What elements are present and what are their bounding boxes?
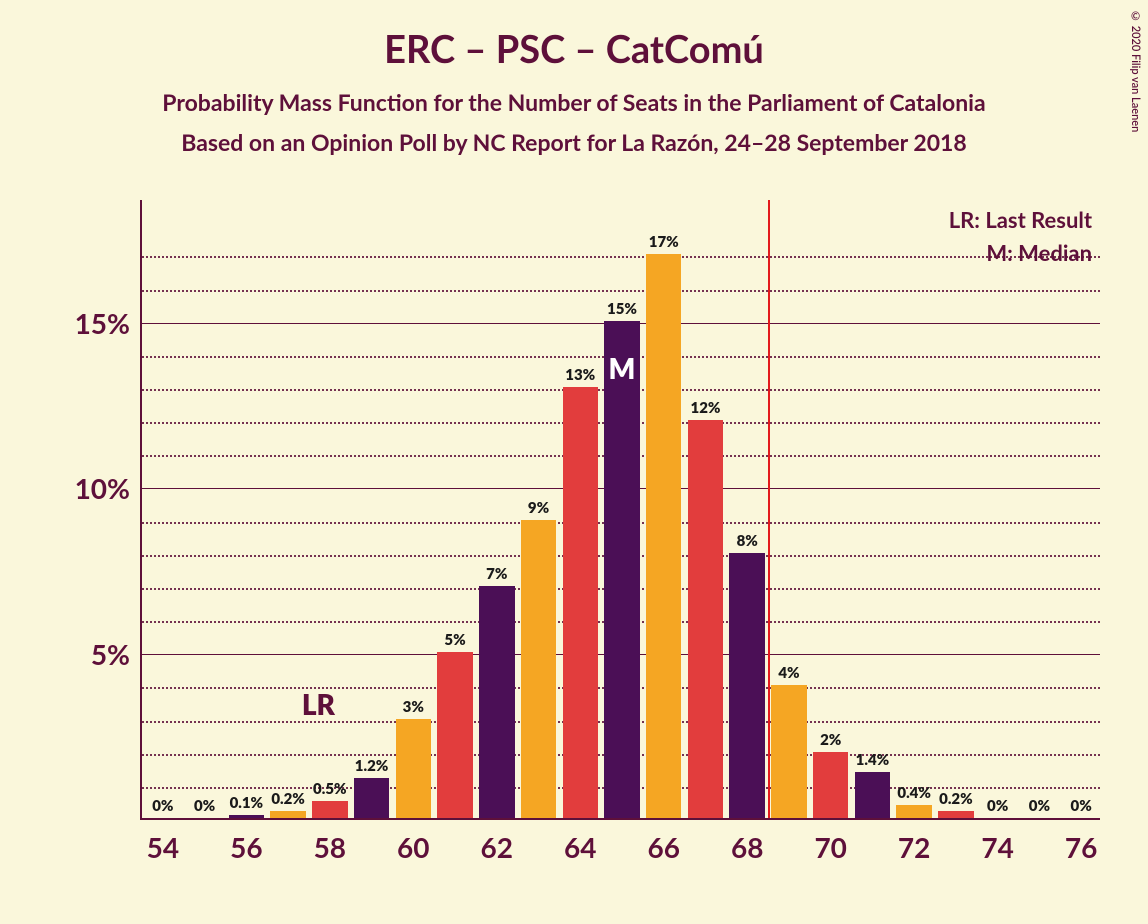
bar-value-label: 0%	[152, 797, 173, 818]
bar-value-label: 0.5%	[313, 780, 347, 801]
bar-value-label: 0%	[1071, 797, 1092, 818]
gridline-minor	[142, 290, 1100, 292]
bar-value-label: 15%	[607, 300, 637, 321]
bar-value-label: 9%	[528, 499, 549, 520]
bar: 4%	[771, 685, 806, 818]
bar: 0.5%	[312, 801, 347, 818]
bar-value-label: 0.4%	[897, 784, 931, 805]
plot-area: 5%10%15%0%0%0.1%0.2%0.5%1.2%3%5%7%9%13%1…	[140, 200, 1100, 820]
xtick-label: 66	[647, 818, 679, 864]
last-result-annotation: LR	[302, 687, 335, 721]
xtick-label: 64	[564, 818, 596, 864]
bar: 5%	[437, 652, 472, 818]
bar: 1.4%	[855, 772, 890, 818]
xtick-label: 54	[147, 818, 179, 864]
bar-value-label: 4%	[778, 664, 799, 685]
bar-value-label: 0.2%	[271, 790, 305, 811]
bar: 9%	[521, 520, 556, 818]
ytick-label: 5%	[91, 637, 142, 671]
bar-value-label: 0%	[1029, 797, 1050, 818]
bar-value-label: 2%	[820, 731, 841, 752]
xtick-label: 56	[230, 818, 262, 864]
bar: 3%	[396, 719, 431, 818]
bar: 12%	[688, 420, 723, 818]
xtick-label: 68	[731, 818, 763, 864]
bar-value-label: 3%	[403, 698, 424, 719]
majority-threshold-line	[768, 200, 770, 818]
bar: 1.2%	[354, 778, 389, 818]
legend: LR: Last Result M: Median	[949, 206, 1092, 272]
bar-value-label: 5%	[444, 631, 465, 652]
ytick-label: 10%	[75, 471, 142, 505]
xtick-label: 60	[397, 818, 429, 864]
bar-value-label: 13%	[565, 366, 595, 387]
xtick-label: 74	[981, 818, 1013, 864]
ytick-label: 15%	[75, 306, 142, 340]
bar: 2%	[813, 752, 848, 818]
copyright-text: © 2020 Filip van Laenen	[1129, 10, 1142, 132]
bar-value-label: 7%	[486, 565, 507, 586]
chart-subtitle-1: Probability Mass Function for the Number…	[0, 88, 1148, 116]
bar-value-label: 17%	[649, 233, 679, 254]
bar: 17%	[646, 254, 681, 818]
bar: 0.4%	[896, 805, 931, 818]
xtick-label: 58	[314, 818, 346, 864]
chart-subtitle-2: Based on an Opinion Poll by NC Report fo…	[0, 128, 1148, 156]
legend-item-median: M: Median	[949, 239, 1092, 266]
bar: 0.2%	[270, 811, 305, 818]
bar-value-label: 1.4%	[856, 751, 890, 772]
xtick-label: 70	[814, 818, 846, 864]
chart-area: 5%10%15%0%0%0.1%0.2%0.5%1.2%3%5%7%9%13%1…	[140, 200, 1100, 820]
bar-value-label: 8%	[737, 532, 758, 553]
bar-value-label: 0.1%	[230, 794, 264, 815]
bar: 0.2%	[938, 811, 973, 818]
bar: 13%	[563, 387, 598, 818]
bar-value-label: 0%	[194, 797, 215, 818]
median-annotation: M	[609, 351, 636, 385]
legend-item-lr: LR: Last Result	[949, 206, 1092, 233]
bar-value-label: 0%	[987, 797, 1008, 818]
bar-value-label: 12%	[690, 399, 720, 420]
xtick-label: 62	[481, 818, 513, 864]
bar-value-label: 0.2%	[939, 790, 973, 811]
xtick-label: 76	[1065, 818, 1097, 864]
chart-title: ERC – PSC – CatComú	[0, 0, 1148, 72]
bar: 7%	[479, 586, 514, 818]
xtick-label: 72	[898, 818, 930, 864]
bar: 8%	[729, 553, 764, 818]
bar: 15%	[604, 321, 639, 818]
bar-value-label: 1.2%	[355, 757, 389, 778]
